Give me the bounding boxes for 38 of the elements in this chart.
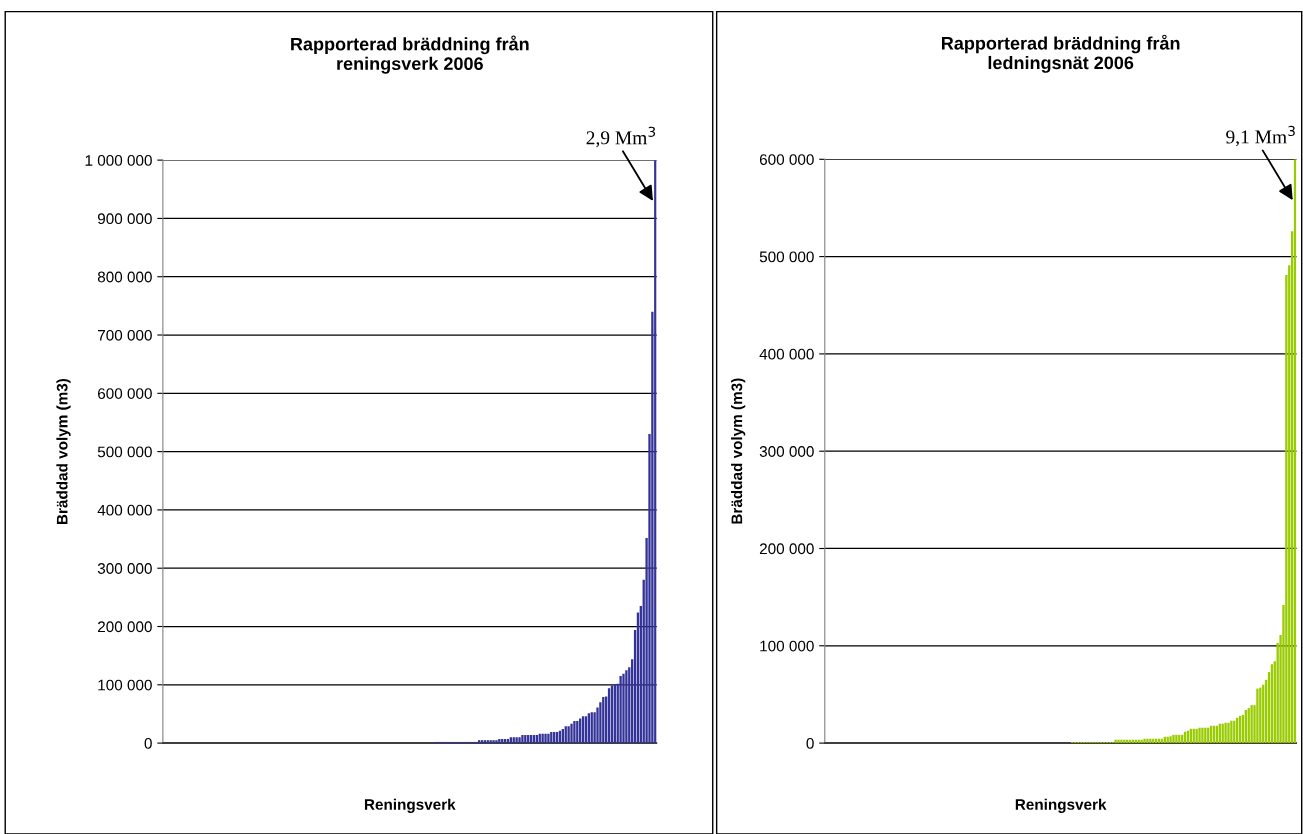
y-tick-label: 700 000	[98, 329, 152, 341]
y-tick-label: 0	[806, 737, 814, 749]
y-tick-label: 500 000	[97, 446, 152, 458]
y-tick-label: 100 000	[760, 640, 814, 652]
y-tick-label: 400 000	[759, 348, 814, 360]
bar	[622, 673, 625, 744]
bar	[1117, 739, 1120, 744]
y-tick-label: 900 000	[97, 213, 152, 225]
bar	[1172, 734, 1175, 744]
y-tick-label: 0	[144, 737, 152, 749]
bar	[1227, 722, 1230, 744]
y-axis-title: Bräddad volym (m3)	[56, 378, 71, 525]
x-axis-title: Reningsverk	[364, 798, 456, 813]
chart-title: Rapporterad bräddning från ledningsnät 2006	[941, 34, 1180, 73]
bar	[518, 737, 521, 744]
bar	[1146, 738, 1149, 744]
text: 2,9 Mm$^{3}$	[586, 126, 656, 148]
y-tick-label: 200 000	[98, 621, 152, 633]
y-tick-label: 300 000	[97, 563, 152, 574]
y-tick-label: 800 000	[97, 271, 152, 283]
y-tick-label: 100 000	[98, 679, 152, 691]
y-tick-label: 500 000	[759, 251, 814, 263]
bar	[515, 737, 518, 744]
y-tick-label: 600 000	[98, 388, 152, 399]
y-tick-label: 400 000	[97, 504, 152, 516]
y-tick-label: 1 000 000	[85, 155, 152, 166]
bar	[619, 676, 622, 744]
y-tick-label: 300 000	[759, 446, 814, 457]
y-tick-label: 200 000	[759, 543, 814, 555]
x-axis-title: Reningsverk	[1015, 798, 1107, 813]
bar	[570, 723, 573, 744]
bar	[1198, 727, 1201, 744]
y-axis-title: Bräddad volym (m3)	[731, 378, 746, 524]
y-tick-label: 600 000	[759, 154, 814, 165]
chart-title: Rapporterad bräddning från reningsverk 2006	[291, 35, 529, 74]
bar	[544, 733, 547, 744]
text: 9,1 Mm$^{3}$	[1226, 125, 1295, 147]
bar	[512, 737, 515, 744]
